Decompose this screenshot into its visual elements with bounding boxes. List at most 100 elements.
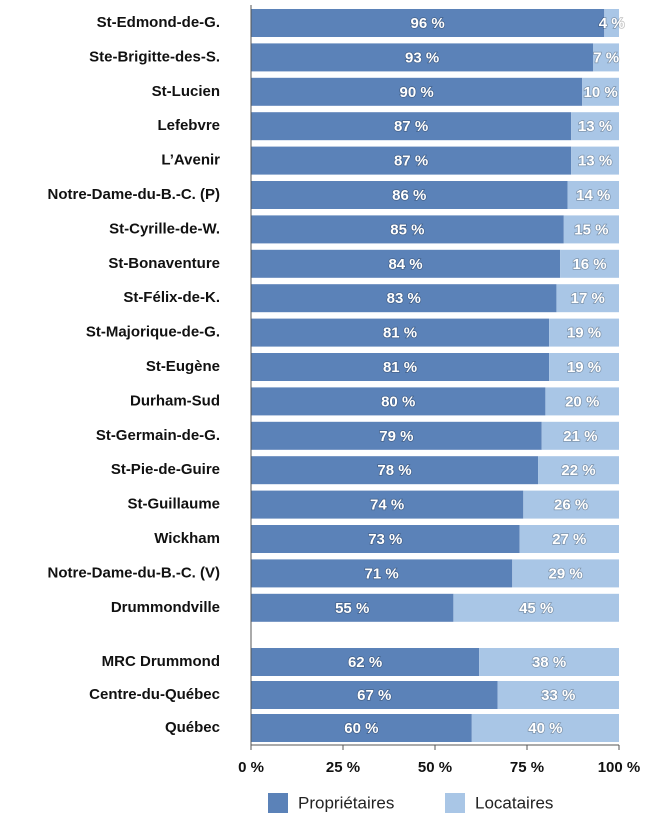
x-tick-label: 25 % [326, 759, 360, 776]
value-label: 81 % [383, 325, 417, 342]
bar-segment [251, 593, 454, 622]
category-label: Lefebvre [157, 117, 220, 134]
category-label: L’Avenir [161, 152, 220, 169]
bar-segment [251, 112, 572, 141]
category-label: Québec [165, 719, 220, 736]
value-label: 87 % [394, 118, 428, 135]
value-label: 17 % [571, 290, 605, 307]
value-label: 33 % [541, 687, 575, 704]
value-label: 62 % [348, 654, 382, 671]
category-label: Wickham [154, 530, 220, 547]
bar-segment [512, 559, 619, 588]
bar-segment [251, 146, 572, 175]
bar-segment [251, 648, 480, 676]
bar-segment [251, 9, 605, 37]
value-label: 10 % [583, 84, 617, 101]
value-label: 80 % [381, 393, 415, 410]
bar-segment [571, 112, 619, 141]
category-label: St-Bonaventure [108, 255, 220, 272]
legend-swatch [445, 793, 465, 813]
category-label: Notre-Dame-du-B.-C. (V) [48, 564, 221, 581]
bar-segment [549, 318, 619, 347]
category-label: St-Germain-de-G. [96, 427, 220, 444]
bar-segment [251, 318, 550, 347]
value-label: 7 % [593, 49, 619, 66]
category-label: St-Edmond-de-G. [97, 14, 220, 31]
bar-segment [519, 525, 619, 553]
value-label: 19 % [567, 359, 601, 376]
bar-segment [556, 284, 619, 313]
value-label: 81 % [383, 359, 417, 376]
value-label: 90 % [399, 84, 433, 101]
category-label: St-Guillaume [127, 496, 220, 513]
value-label: 38 % [532, 654, 566, 671]
bar-segment [497, 681, 619, 709]
value-label: 96 % [411, 15, 445, 32]
value-label: 55 % [335, 600, 369, 617]
value-label: 19 % [567, 325, 601, 342]
bar-segment [251, 456, 539, 485]
bar-segment [604, 9, 619, 37]
value-label: 26 % [554, 497, 588, 514]
value-label: 87 % [394, 153, 428, 170]
bar-segment [538, 456, 619, 485]
value-label: 78 % [377, 462, 411, 479]
bar-segment [582, 77, 619, 106]
bar-segment [251, 249, 561, 278]
category-label: Notre-Dame-du-B.-C. (P) [48, 186, 221, 203]
x-tick-label: 75 % [510, 759, 544, 776]
value-label: 20 % [565, 393, 599, 410]
value-label: 83 % [387, 290, 421, 307]
bar-segment [251, 490, 524, 519]
bar-segment [251, 284, 557, 313]
category-label: St-Eugène [146, 358, 220, 375]
value-label: 16 % [572, 256, 606, 273]
value-label: 40 % [528, 720, 562, 737]
value-label: 13 % [578, 118, 612, 135]
value-label: 85 % [390, 221, 424, 238]
bar-segment [571, 146, 619, 175]
bar-segment [563, 215, 619, 244]
category-label: Centre-du-Québec [89, 686, 220, 703]
bar-segment [251, 43, 594, 72]
value-label: 84 % [388, 256, 422, 273]
bar-segment [251, 421, 542, 450]
value-label: 14 % [576, 187, 610, 204]
value-label: 27 % [552, 531, 586, 548]
bar-segment [251, 525, 520, 553]
value-label: 74 % [370, 497, 404, 514]
bar-segment [479, 648, 619, 676]
x-tick-label: 0 % [238, 759, 264, 776]
bar-segment [251, 181, 568, 209]
value-label: 45 % [519, 600, 553, 617]
category-label: St-Félix-de-K. [123, 289, 220, 306]
value-label: 22 % [561, 462, 595, 479]
category-label: St-Cyrille-de-W. [109, 220, 220, 237]
bar-segment [471, 714, 619, 742]
legend-swatch [268, 793, 288, 813]
value-label: 13 % [578, 153, 612, 170]
bar-segment [523, 490, 619, 519]
category-label: MRC Drummond [102, 653, 220, 670]
bar-segment [541, 421, 619, 450]
value-label: 21 % [563, 428, 597, 445]
bar-segment [251, 77, 583, 106]
category-label: St-Majorique-de-G. [86, 324, 220, 341]
legend-label: Propriétaires [298, 793, 394, 812]
value-label: 73 % [368, 531, 402, 548]
value-label: 93 % [405, 49, 439, 66]
bar-segment [567, 181, 619, 209]
bar-segment [251, 353, 550, 381]
bar-segment [549, 353, 619, 381]
value-label: 15 % [574, 221, 608, 238]
category-label: Drummondville [111, 599, 220, 616]
bar-segment [545, 387, 619, 416]
bar-segment [251, 215, 564, 244]
bar-segment [251, 559, 513, 588]
bar-segment [251, 681, 498, 709]
category-label: St-Pie-de-Guire [111, 461, 220, 478]
category-label: Durham-Sud [130, 392, 220, 409]
value-label: 67 % [357, 687, 391, 704]
x-tick-label: 50 % [418, 759, 452, 776]
